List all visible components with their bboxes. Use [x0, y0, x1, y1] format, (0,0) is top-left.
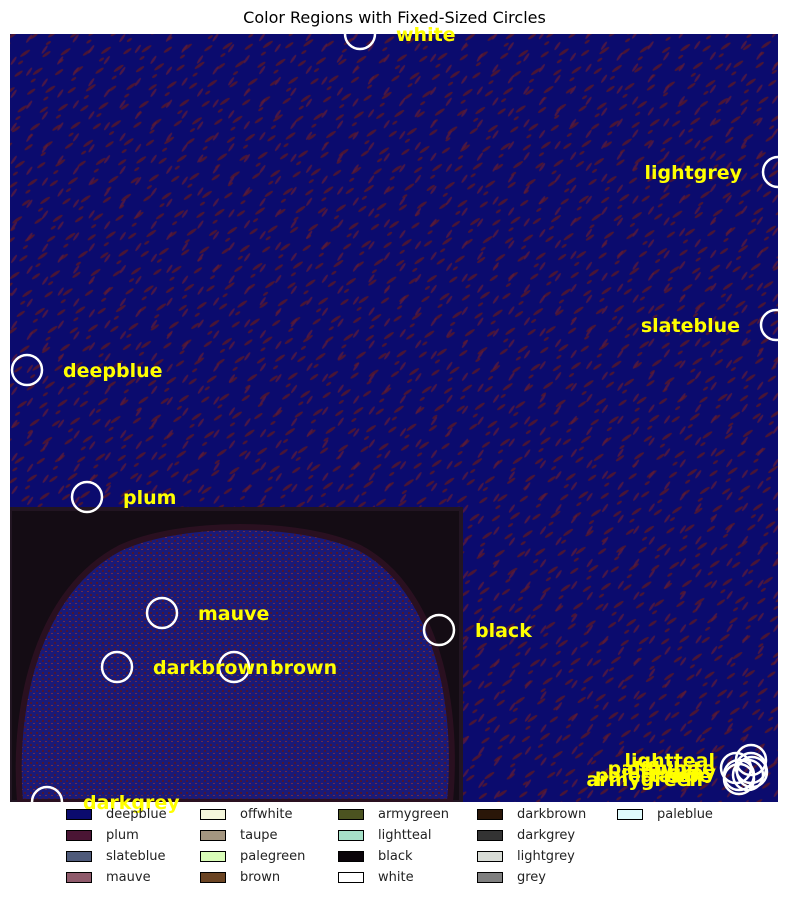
point-label-brown: brown — [270, 657, 337, 679]
legend-swatch — [200, 872, 226, 883]
point-label-taupe: taupe — [650, 765, 712, 787]
point-label-grey: grey — [668, 762, 717, 784]
legend-label: slateblue — [106, 849, 166, 864]
legend-label: grey — [517, 870, 547, 885]
point-label-black: black — [475, 620, 532, 642]
circle-marker-darkbrown — [100, 650, 134, 684]
legend-label: paleblue — [657, 807, 713, 822]
point-label-slateblue: slateblue — [641, 315, 740, 337]
legend-swatch — [477, 809, 503, 820]
legend-label: lightgrey — [517, 849, 575, 864]
circle-marker-plum — [70, 480, 104, 514]
legend-label: palegreen — [240, 849, 306, 864]
circle-marker-white — [343, 34, 377, 51]
legend-item-mauve: mauve — [66, 867, 151, 888]
legend-item-darkbrown: darkbrown — [477, 804, 586, 825]
point-label-white: white — [396, 24, 456, 46]
legend-swatch — [200, 830, 226, 841]
legend-label: taupe — [240, 828, 278, 843]
legend-swatch — [477, 872, 503, 883]
legend: deepblue plum slateblue mauve offwhite taupe p… — [66, 804, 766, 894]
legend-label: white — [378, 870, 414, 885]
legend-item-white: white — [338, 867, 414, 888]
legend-item-offwhite: offwhite — [200, 804, 293, 825]
legend-label: lightteal — [378, 828, 432, 843]
point-label-deepblue: deepblue — [63, 360, 163, 382]
legend-swatch — [338, 872, 364, 883]
legend-item-lightgrey: lightgrey — [477, 846, 575, 867]
legend-item-palegreen: palegreen — [200, 846, 305, 867]
point-label-palegreen: palegreen — [595, 765, 703, 787]
point-label-offwhite: offwhite — [627, 758, 715, 780]
circle-marker-darkgrey — [30, 785, 64, 802]
circle-marker-armygreen — [722, 762, 756, 796]
brain-section — [15, 524, 455, 802]
legend-swatch — [66, 851, 92, 862]
legend-item-paleblue: paleblue — [617, 804, 713, 825]
circle-marker-deepblue — [10, 353, 44, 387]
point-label-mauve: mauve — [198, 603, 269, 625]
legend-swatch — [66, 830, 92, 841]
legend-label: brown — [240, 870, 281, 885]
legend-item-black: black — [338, 846, 413, 867]
circle-marker-lightgrey — [761, 155, 778, 189]
legend-label: plum — [106, 828, 139, 843]
point-label-darkgrey: darkgrey — [83, 792, 180, 814]
circle-marker-slateblue — [759, 308, 778, 342]
legend-swatch — [477, 830, 503, 841]
legend-swatch — [66, 809, 92, 820]
legend-item-deepblue: deepblue — [66, 804, 167, 825]
circle-marker-brown — [217, 650, 251, 684]
point-label-paleblue: paleblue — [608, 758, 700, 780]
legend-label: offwhite — [240, 807, 293, 822]
legend-swatch — [338, 809, 364, 820]
legend-swatch — [200, 851, 226, 862]
legend-item-brown: brown — [200, 867, 280, 888]
point-label-lightgrey: lightgrey — [645, 162, 743, 184]
point-label-lightteal: lightteal — [624, 750, 715, 772]
legend-item-plum: plum — [66, 825, 139, 846]
legend-item-grey: grey — [477, 867, 546, 888]
circle-marker-black — [422, 613, 456, 647]
legend-item-lightteal: lightteal — [338, 825, 432, 846]
legend-swatch — [477, 851, 503, 862]
legend-label: black — [378, 849, 413, 864]
legend-swatch — [338, 830, 364, 841]
legend-swatch — [66, 872, 92, 883]
legend-item-armygreen: armygreen — [338, 804, 449, 825]
legend-label: armygreen — [378, 807, 449, 822]
point-label-darkbrown: darkbrown — [153, 657, 269, 679]
circle-marker-mauve — [145, 596, 179, 630]
legend-label: deepblue — [106, 807, 167, 822]
legend-swatch — [200, 809, 226, 820]
legend-swatch — [338, 851, 364, 862]
legend-label: darkbrown — [517, 807, 587, 822]
point-label-plum: plum — [123, 487, 176, 509]
legend-label: darkgrey — [517, 828, 576, 843]
point-label-armygreen: armygreen — [586, 769, 703, 791]
legend-item-taupe: taupe — [200, 825, 278, 846]
chart-title: Color Regions with Fixed-Sized Circles — [243, 8, 546, 27]
legend-item-darkgrey: darkgrey — [477, 825, 575, 846]
legend-swatch — [617, 809, 643, 820]
legend-label: mauve — [106, 870, 151, 885]
legend-item-slateblue: slateblue — [66, 846, 166, 867]
